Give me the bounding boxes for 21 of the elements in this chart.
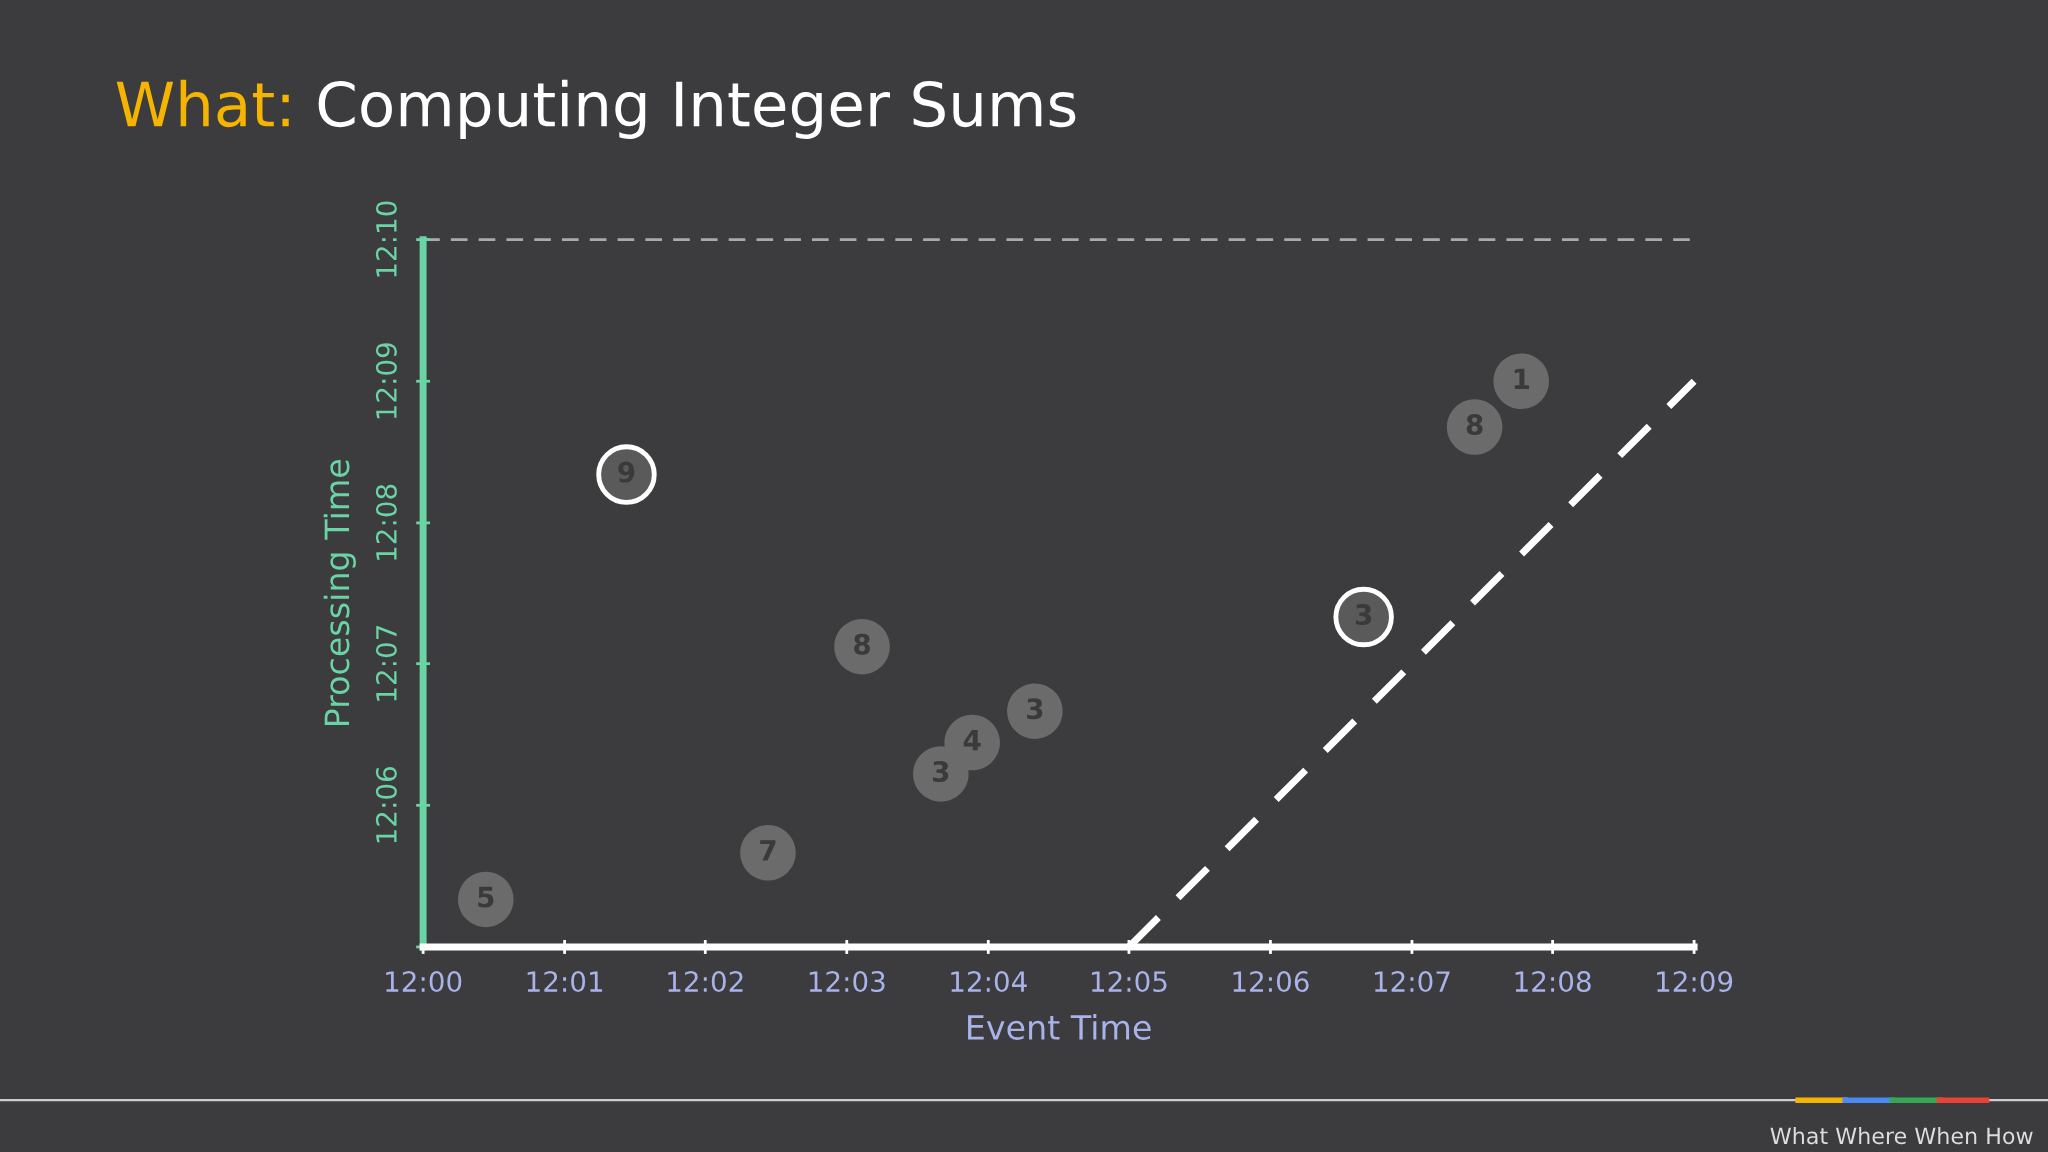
x-tick-label: 12:04 [951,971,1027,993]
x-tick-label: 12:05 [1091,971,1167,993]
chart-title: What: Computing Integer Sums [116,79,1076,140]
y-axis-title: Processing Time [323,459,356,726]
text: What Where When How [1770,1127,2033,1145]
x-tick-label: 12:00 [386,971,462,993]
point [1333,586,1394,648]
x-tick-label: 12:06 [1233,971,1309,993]
x-tick-label: 12:07 [1374,971,1450,993]
y-tick-label: 12:08 [375,484,397,560]
x-axis-title: Event Time [968,1014,1151,1040]
x-tick-label: 12:03 [809,971,885,993]
x-tick-label: 12:08 [1515,971,1591,993]
x-tick-label: 12:01 [527,971,603,993]
point [1493,353,1550,410]
y-tick-label: 12:06 [375,767,397,843]
y-tick-label: 12:09 [375,343,397,419]
y-tick-label: 12:10 [375,201,397,277]
x-tick-label: 12:02 [668,971,743,993]
x-tick-label: 12:09 [1657,971,1733,993]
y-tick-label: 12:07 [375,626,397,701]
